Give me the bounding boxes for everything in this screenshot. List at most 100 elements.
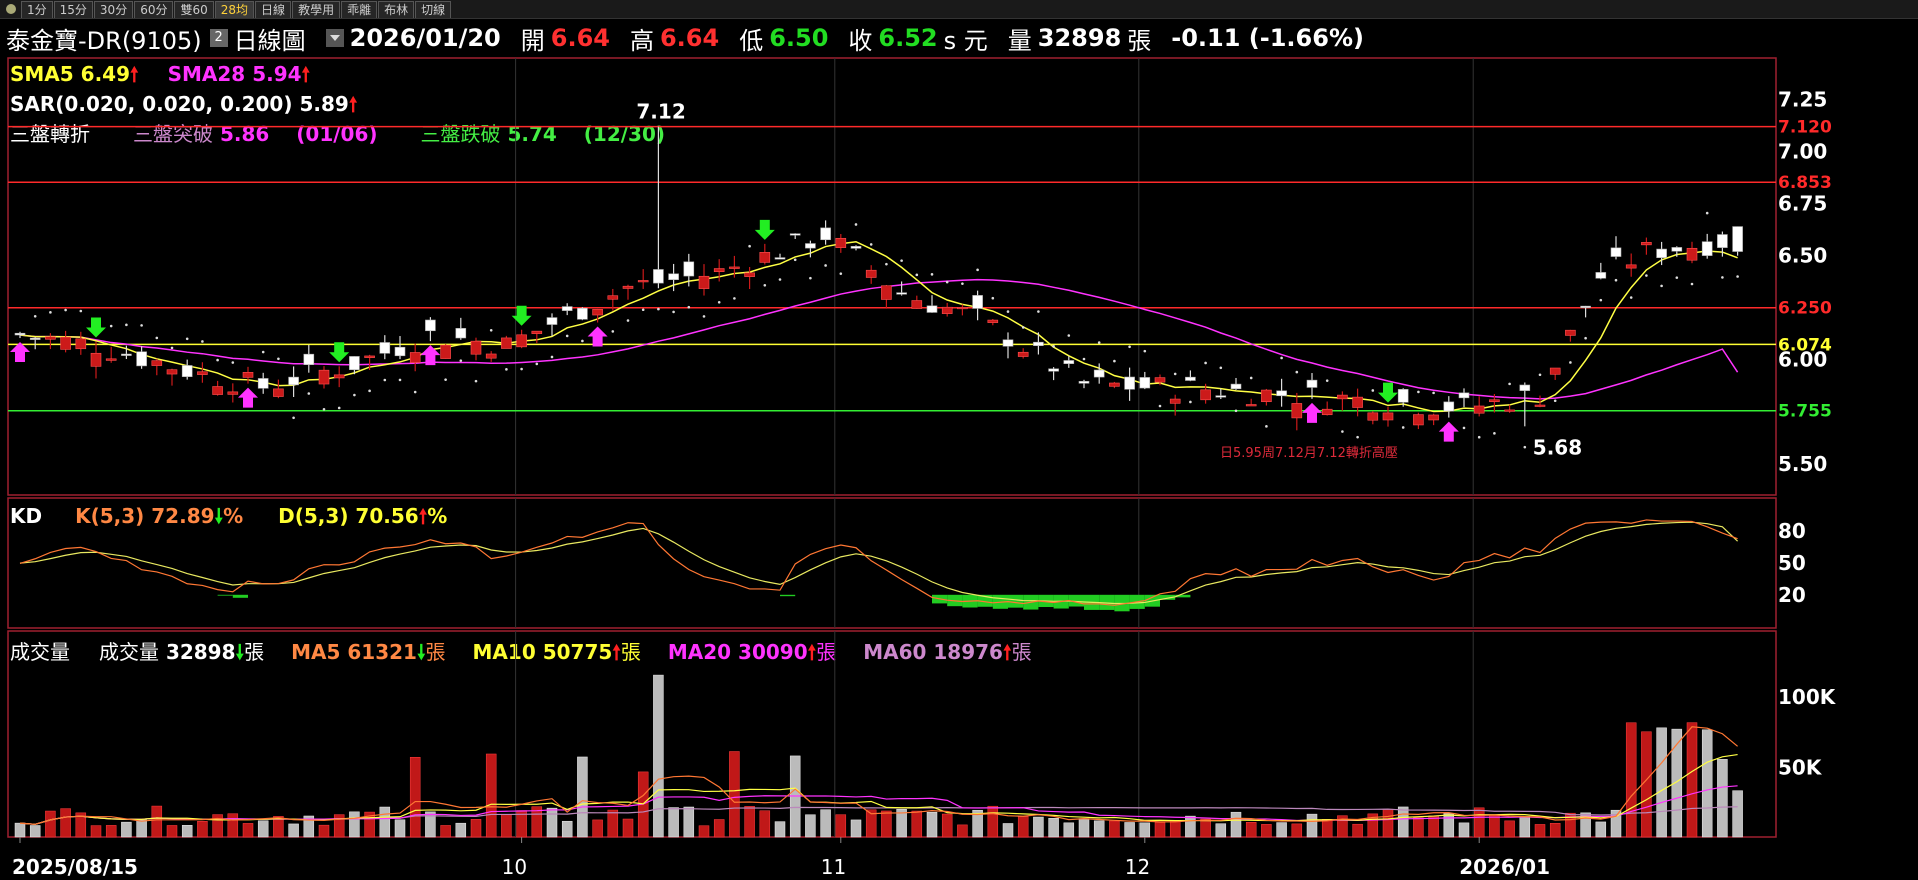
volume-bar <box>987 805 999 838</box>
sar-dot <box>125 323 128 327</box>
sell-arrow-icon <box>511 305 532 326</box>
candle-body <box>1261 389 1272 403</box>
sar-dot <box>1006 310 1010 313</box>
break-up-value: 5.86 <box>219 122 270 146</box>
sar-dot <box>930 273 934 276</box>
sar-dot <box>1736 275 1739 278</box>
candle-body <box>318 369 330 385</box>
sar-dot <box>1569 361 1572 364</box>
sar-dot <box>1705 211 1709 215</box>
sar-dot <box>672 310 675 314</box>
tab-2[interactable]: 30分 <box>93 0 134 18</box>
volume-bar <box>653 674 664 838</box>
chevron-down-icon[interactable] <box>325 29 344 47</box>
tab-4[interactable]: 雙60 <box>174 0 214 18</box>
tab-7[interactable]: 教學用 <box>292 0 341 18</box>
vol-ma20-line <box>19 785 1738 825</box>
d-label: D(5,3) <box>278 504 349 528</box>
tab-0[interactable]: 1分 <box>21 0 53 18</box>
arrow-up-icon: 🠕 <box>1002 640 1012 664</box>
candle-body <box>896 292 907 295</box>
change-value: -0.11 (-1.66%) <box>1171 24 1364 52</box>
volume-bar <box>1732 790 1743 838</box>
sar-dot <box>1371 389 1375 392</box>
kd-title: KD <box>10 504 43 528</box>
tab-1[interactable]: 15分 <box>53 0 93 18</box>
candle-body <box>1230 383 1242 390</box>
candle-body <box>257 378 269 389</box>
candle-body <box>1109 382 1120 387</box>
candle-body <box>1063 360 1075 364</box>
sar-dot <box>155 336 159 340</box>
vol-ma60-line <box>19 806 1738 825</box>
sar-dot <box>1052 345 1055 348</box>
candle-body <box>789 233 801 236</box>
kd-oversold-fill <box>992 594 1008 609</box>
volume-bar <box>957 824 968 838</box>
sar-dot <box>185 337 189 341</box>
tab-6[interactable]: 日線 <box>255 0 292 18</box>
tab-3[interactable]: 60分 <box>134 0 174 18</box>
arrow-up-icon: 🠕 <box>807 640 817 664</box>
candle-body <box>394 346 406 357</box>
volume-bar <box>729 751 740 838</box>
sar-dot <box>1158 404 1162 408</box>
k-value: 72.89 <box>151 504 215 528</box>
candle-body <box>957 307 968 310</box>
x-axis-label: 12 <box>1125 855 1150 879</box>
sar-dot <box>641 308 645 312</box>
candle-body <box>1641 242 1652 246</box>
volume-bar <box>926 811 938 838</box>
open-label: 開 <box>520 26 545 55</box>
sar-label: SAR(0.020, 0.020, 0.200) <box>10 92 293 116</box>
window-number-box[interactable]: 2 <box>209 29 228 47</box>
tab-5[interactable]: 28均 <box>214 0 255 18</box>
candle-body <box>683 261 695 277</box>
arrow-up-icon: 🠕 <box>418 504 428 528</box>
volume-bar <box>1291 823 1303 838</box>
candle-body <box>90 352 102 367</box>
sma-legend: SMA5 6.49🠕 SMA28 5.94🠕 <box>10 60 310 94</box>
volume-bar <box>941 813 953 838</box>
sar-dot <box>170 346 174 350</box>
sar-dot <box>869 243 873 246</box>
volume-bar <box>333 814 345 838</box>
volume-bar <box>166 825 178 838</box>
tab-10[interactable]: 切線 <box>415 0 452 18</box>
price-tick-label: 5.50 <box>1778 452 1827 476</box>
candle-body <box>1139 377 1151 389</box>
sar-dot <box>1189 400 1192 404</box>
kd-tick-label: 50 <box>1778 551 1806 575</box>
sell-arrow-icon <box>1378 382 1398 403</box>
volume-bar <box>668 807 679 838</box>
volume-bar <box>1382 808 1394 838</box>
candle-body <box>1352 396 1363 408</box>
candle-body <box>1610 247 1622 257</box>
sar-dot <box>489 328 493 332</box>
sar-dot <box>1553 399 1557 403</box>
candle-body <box>987 319 999 323</box>
volume-tick-label: 50K <box>1778 756 1823 780</box>
volume-bar <box>1656 727 1667 838</box>
volume-bar <box>850 819 862 838</box>
candle-body <box>850 246 862 249</box>
sar-dot <box>1386 384 1390 388</box>
candle-body <box>485 353 497 359</box>
break-up-label: 三盤突破 <box>132 122 213 146</box>
sar-dot <box>1067 334 1071 337</box>
menu-circle-icon[interactable] <box>6 4 16 14</box>
tab-9[interactable]: 布林 <box>378 0 415 18</box>
volume-bar <box>1109 820 1120 838</box>
kd-oversold-fill <box>1160 594 1176 600</box>
volume-bar <box>1610 809 1622 838</box>
sar-dot <box>809 276 812 280</box>
sar-dot <box>1143 349 1147 353</box>
volume-bar <box>288 823 299 838</box>
volume-bar <box>1169 820 1181 838</box>
price-tick-label: 7.00 <box>1778 140 1827 164</box>
candle-body <box>1686 247 1698 261</box>
arrow-up-icon: 🠕 <box>301 62 311 86</box>
candle-body <box>470 340 482 355</box>
volume-bar <box>105 825 117 838</box>
tab-8[interactable]: 乖離 <box>341 0 378 18</box>
